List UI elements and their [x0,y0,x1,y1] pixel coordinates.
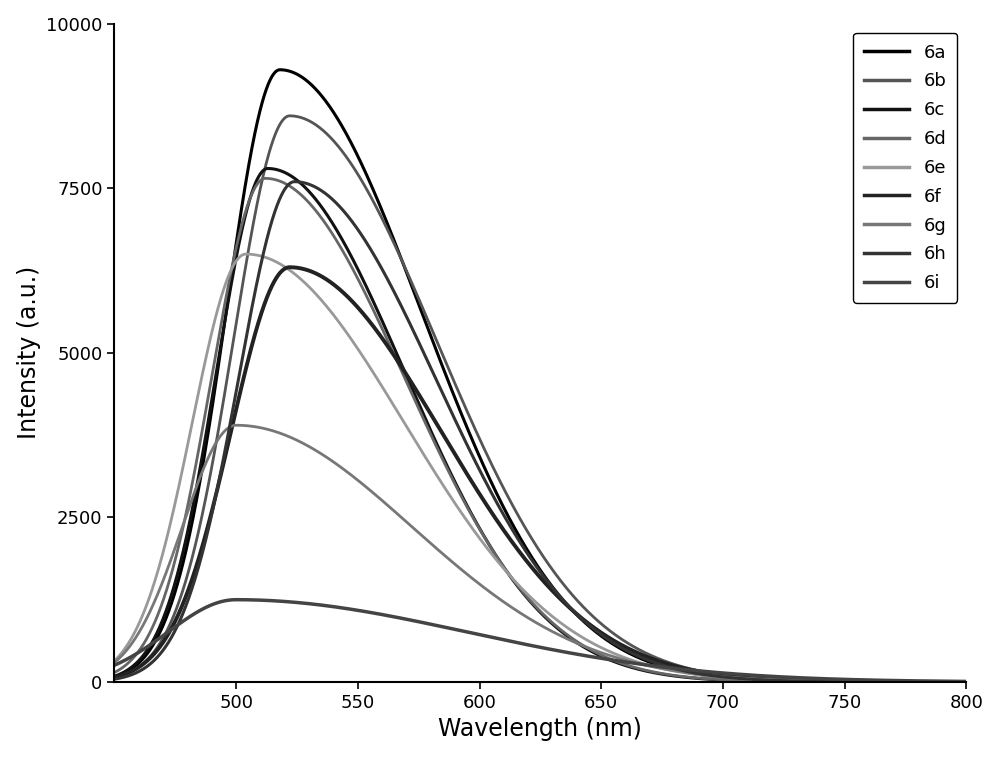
6g [435,548,447,557]
6e [435,478,447,487]
6e [206,329,218,338]
6g [206,446,218,456]
6b [108,673,120,682]
6c [262,164,274,173]
6i [108,661,120,670]
6d [944,678,956,687]
6i [852,675,864,684]
6e [256,252,268,261]
6b [960,678,972,687]
6e [108,656,120,666]
6c [944,678,956,687]
Line: 6e: 6e [114,254,966,682]
6a [944,678,956,687]
6c [472,522,484,531]
6f [944,678,956,687]
6h [944,678,956,687]
6b [472,431,484,440]
6g [944,678,956,687]
6h [108,675,120,684]
6b [435,347,447,356]
6f [284,263,296,272]
6c [256,167,268,176]
6i [960,677,972,686]
6i [256,596,268,605]
6h [256,254,268,263]
6i [206,600,218,609]
6a [960,678,972,687]
6i [435,622,447,631]
6g [230,421,242,430]
6c [435,449,447,459]
6h [206,511,218,520]
6f [472,487,484,496]
6b [944,678,956,687]
6b [206,463,218,472]
6c [852,678,864,687]
6b [256,176,268,185]
Line: 6b: 6b [114,116,966,682]
6c [108,672,120,681]
6b [852,677,864,686]
6a [472,449,484,459]
6g [256,424,268,433]
6h [289,177,301,186]
6f [960,678,972,687]
6e [240,249,252,258]
6e [944,678,956,687]
Legend: 6a, 6b, 6c, 6d, 6e, 6f, 6g, 6h, 6i: 6a, 6b, 6c, 6d, 6e, 6f, 6g, 6h, 6i [853,33,957,303]
6i [944,677,956,686]
6e [472,532,484,541]
6h [472,463,484,472]
Y-axis label: Intensity (a.u.): Intensity (a.u.) [17,266,41,440]
6d [256,174,268,183]
Line: 6f: 6f [114,268,966,682]
6a [852,678,864,687]
6i [472,630,484,639]
6g [960,678,972,687]
6d [960,678,972,687]
6a [206,406,218,415]
Line: 6c: 6c [114,168,966,682]
6b [284,111,296,121]
6a [108,672,120,681]
6h [852,677,864,686]
6d [435,453,447,462]
Line: 6h: 6h [114,182,966,682]
6g [108,658,120,667]
6d [852,678,864,687]
6c [960,678,972,687]
6h [435,386,447,395]
6e [852,677,864,686]
Line: 6i: 6i [114,600,966,681]
6f [852,677,864,686]
Line: 6d: 6d [114,178,966,682]
6d [259,174,271,183]
X-axis label: Wavelength (nm): Wavelength (nm) [438,717,642,741]
6f [256,306,268,315]
6a [435,359,447,368]
6f [435,428,447,437]
6d [206,373,218,382]
6g [472,578,484,587]
6e [960,678,972,687]
Line: 6a: 6a [114,70,966,682]
6a [256,98,268,107]
6f [108,673,120,682]
6c [206,397,218,406]
6i [230,595,242,604]
6a [274,65,286,74]
6d [108,668,120,677]
6g [852,677,864,686]
Line: 6g: 6g [114,425,966,682]
6f [206,508,218,517]
6d [472,522,484,531]
6h [960,678,972,687]
